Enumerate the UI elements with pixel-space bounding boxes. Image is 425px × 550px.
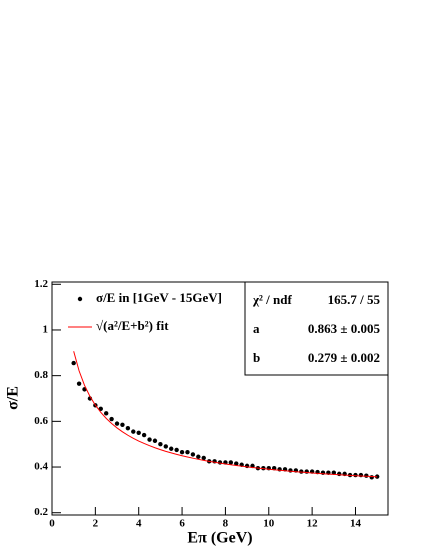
x-tick-label: 10 [263,518,275,530]
data-point [288,468,293,473]
y-axis-title: σ/E [5,386,22,410]
legend-label: √(a²/E+b²) fit [96,318,169,333]
x-tick-label: 14 [350,518,362,530]
data-point [369,475,374,480]
stats-value: 165.7 / 55 [328,292,381,307]
data-point [228,460,234,465]
y-tick-label: 1.2 [34,278,48,290]
legend-label: σ/E in [1GeV - 15GeV] [96,290,222,305]
data-point [147,437,152,442]
data-point [174,447,179,453]
y-tick-label: 0.4 [34,461,48,473]
data-point [331,470,337,475]
data-point [353,472,358,478]
data-point [125,425,131,431]
x-tick-label: 2 [93,518,99,530]
x-tick-label: 8 [223,518,229,530]
y-tick-label: 1 [43,324,49,336]
data-point [179,449,185,455]
plot-frame [51,281,389,516]
data-point [152,438,158,443]
x-tick-label: 12 [307,518,319,530]
fit-line [73,351,378,478]
data-point [114,421,120,426]
data-point [109,416,114,422]
stats-value: 0.863 ± 0.005 [308,321,381,336]
x-tick-label: 4 [136,518,142,530]
data-point [141,432,147,438]
data-point [196,454,201,459]
data-point [234,461,239,466]
data-point [71,360,76,366]
data-point [185,449,190,455]
x-tick-label: 6 [179,518,185,530]
data-point [98,406,103,411]
y-tick-label: 0.6 [34,415,48,427]
data-point [169,446,174,451]
data-point [131,429,136,434]
data-point [201,455,206,461]
stats-value: 0.279 ± 0.002 [308,350,380,365]
data-point [163,444,169,449]
stats-label: a [253,321,260,336]
x-axis-title: Eπ (GeV) [187,530,252,547]
data-point [337,471,342,477]
data-point [136,430,141,435]
data-point [76,381,82,386]
x-tick-label: 0 [49,518,55,530]
stats-label: b [253,350,260,365]
legend-marker [77,296,83,302]
y-tick-label: 0.8 [34,369,48,381]
data-point [120,422,125,427]
data-point [190,452,196,457]
stats-box [244,281,389,376]
data-point [158,441,163,447]
y-tick-label: 0.2 [34,506,48,518]
stats-label: χ² / ndf [252,292,292,307]
data-point [103,411,109,416]
